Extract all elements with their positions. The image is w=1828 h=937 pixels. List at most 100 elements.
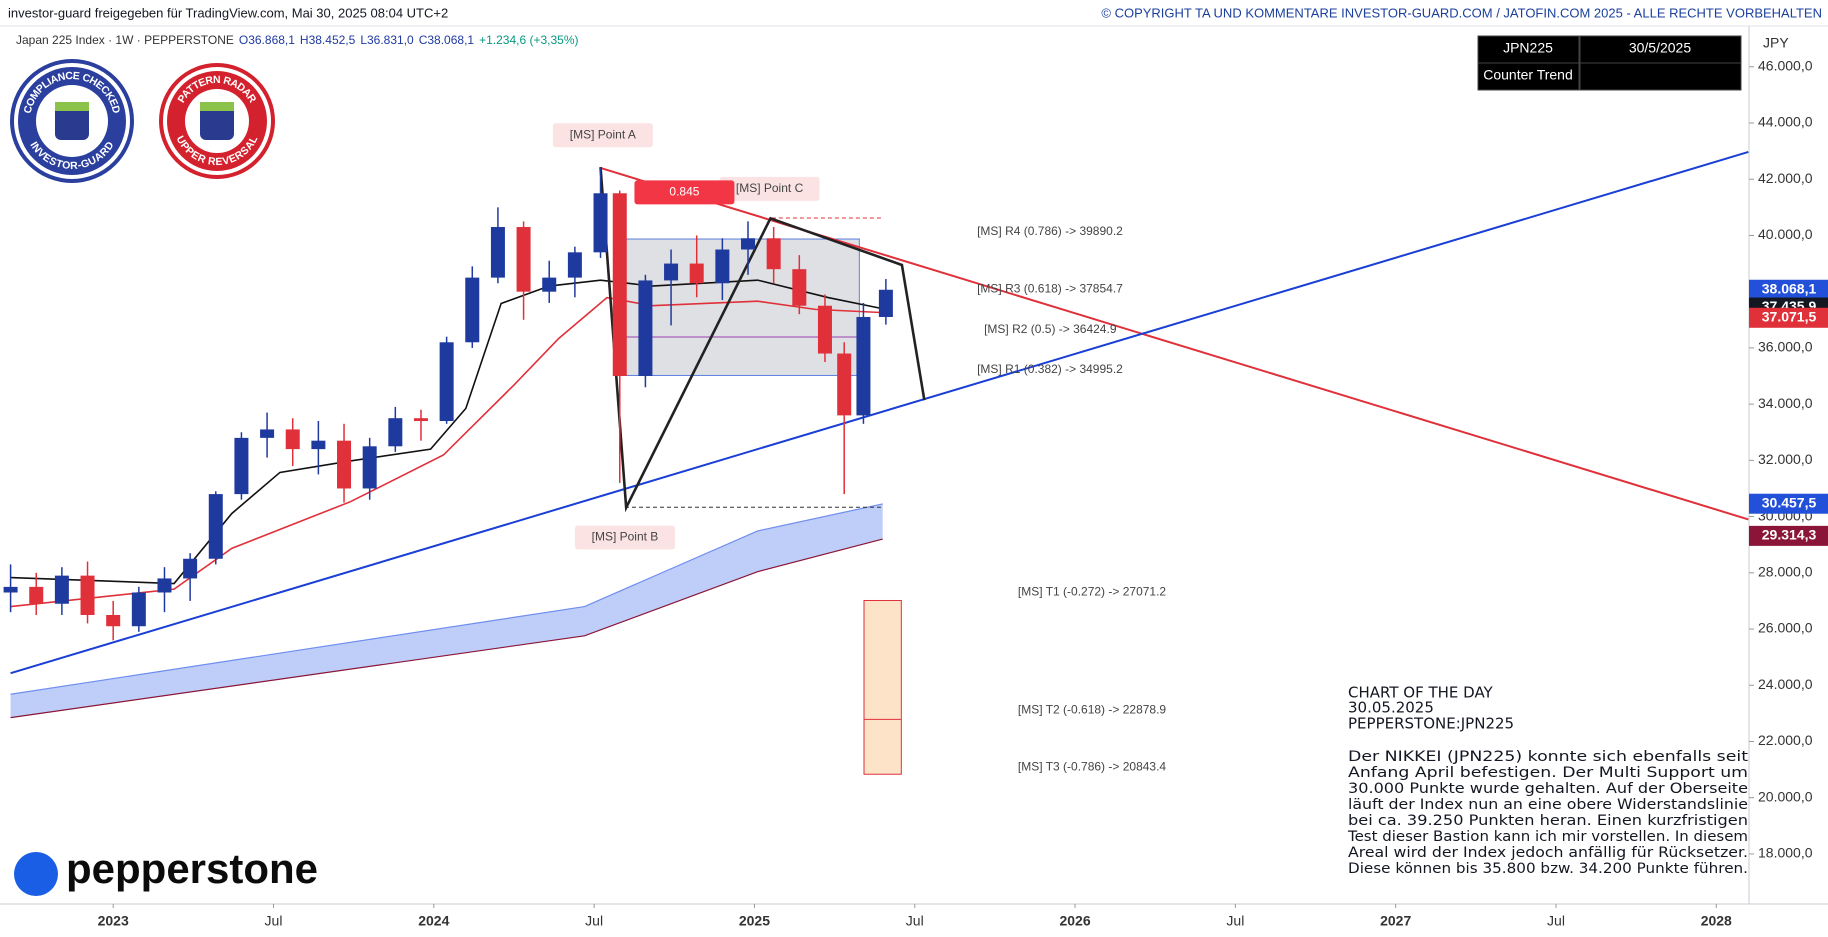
candle-body	[766, 238, 781, 270]
currency: JPY	[1763, 35, 1789, 51]
annotation: [MS] R3 (0.618) -> 37854.7	[977, 281, 1123, 295]
x-tick-label: 2027	[1380, 913, 1411, 929]
point-box	[552, 123, 653, 148]
candle-body	[131, 592, 146, 627]
candle-body	[285, 429, 300, 450]
price-badge-label: 29.314,3	[1762, 527, 1817, 543]
y-tick-label: 42.000,0	[1758, 170, 1813, 186]
candle-body	[388, 418, 403, 447]
candle-body	[638, 280, 653, 377]
annotation: [MS] T2 (-0.618) -> 22878.9	[1018, 702, 1167, 716]
candle-body	[792, 269, 807, 306]
y-tick-label: 46.000,0	[1758, 57, 1813, 73]
block-line: Der NIKKEI (JPN225) konnte sich ebenfall…	[1348, 749, 1748, 765]
table-text: Counter Trend	[1483, 67, 1573, 83]
x-tick-label: Jul	[1226, 913, 1244, 929]
candle-body	[567, 252, 582, 278]
block-symbol: PEPPERSTONE:JPN225	[1348, 715, 1514, 733]
block-date: 30.05.2025	[1348, 699, 1434, 717]
x-tick-label: Jul	[1547, 913, 1565, 929]
band-area	[10, 503, 883, 718]
price-badge	[1749, 525, 1828, 546]
logo-mark	[14, 852, 58, 896]
candle-body	[80, 575, 95, 615]
candle-body	[817, 305, 832, 354]
candle-body	[29, 586, 44, 604]
x-tick-label: 2026	[1059, 913, 1090, 929]
candle-body	[516, 227, 531, 292]
badge-icon	[200, 102, 234, 140]
logo: pepperstone	[66, 845, 318, 892]
legend: Japan 225 Index · 1W · PEPPERSTONE O36.86…	[16, 33, 579, 47]
candle-body	[856, 316, 871, 416]
candle-body	[715, 249, 730, 284]
annotation: [MS] T1 (-0.272) -> 27071.2	[1018, 584, 1167, 598]
candle-body	[3, 586, 18, 593]
legend-close: C38.068,1	[419, 33, 475, 47]
y-tick-label: 24.000,0	[1758, 676, 1813, 692]
candle-body	[337, 440, 352, 489]
y-tick-label: 40.000,0	[1758, 226, 1813, 242]
candle-body	[664, 263, 679, 281]
x-tick-label: Jul	[585, 913, 603, 929]
candle-body	[593, 193, 608, 253]
block-line: Anfang April befestigen. Der Multi Suppo…	[1348, 765, 1748, 781]
annotation: [MS] R1 (0.382) -> 34995.2	[977, 362, 1123, 376]
price-badge	[1749, 307, 1828, 328]
block-line: 30.000 Punkte wurde gehalten. Auf der Ob…	[1348, 781, 1748, 797]
block-line: Diese können bis 35.800 bzw. 34.200 Punk…	[1348, 861, 1748, 877]
y-tick-label: 36.000,0	[1758, 339, 1813, 355]
x-tick-label: 2025	[739, 913, 770, 929]
candle-body	[689, 263, 704, 284]
x-tick-label: 2023	[98, 913, 129, 929]
annotation: [MS] Point A	[570, 127, 636, 141]
x-tick-label: 2024	[418, 913, 449, 929]
header-right: © COPYRIGHT TA UND KOMMENTARE INVESTOR-G…	[1101, 5, 1822, 20]
annotation: [MS] R2 (0.5) -> 36424.9	[984, 322, 1117, 336]
y-tick-label: 18.000,0	[1758, 845, 1813, 861]
x-tick-label: Jul	[906, 913, 924, 929]
legend-high: H38.452,5	[300, 33, 356, 47]
trendline	[599, 167, 926, 513]
legend-low: L36.831,0	[360, 33, 414, 47]
plot: [MS] Point A [MS] Point B [MS] Point C 0.84…	[3, 123, 1749, 775]
table-text: JPN225	[1503, 40, 1553, 56]
candle-body	[741, 238, 756, 250]
y-tick-label: 22.000,0	[1758, 732, 1813, 748]
header-left: investor-guard freigegeben für TradingVi…	[8, 5, 448, 20]
candle-body	[490, 227, 505, 278]
y-tick-label: 32.000,0	[1758, 451, 1813, 467]
annotation: [MS] R4 (0.786) -> 39890.2	[977, 224, 1123, 238]
table-cell	[1579, 62, 1742, 91]
block-line: Test dieser Bastion kann ich mir vorstel…	[1347, 829, 1748, 845]
candle-body	[260, 429, 275, 438]
candle-body	[234, 437, 249, 495]
candle-body	[311, 440, 326, 450]
badge-icon-top	[200, 102, 234, 111]
x-tick-label: Jul	[265, 913, 283, 929]
annotation: [MS] T3 (-0.786) -> 20843.4	[1018, 759, 1167, 773]
badge-icon	[55, 102, 89, 140]
ratio-box	[634, 180, 735, 205]
candle-body	[612, 193, 627, 377]
table-cell	[1477, 35, 1580, 64]
y-tick-label: 44.000,0	[1758, 114, 1813, 130]
band-edge	[10, 538, 883, 719]
candle-body	[106, 614, 121, 627]
candle-body	[878, 289, 893, 317]
annotation: [MS] Point B	[592, 530, 659, 544]
legend-name: Japan 225 Index · 1W · PEPPERSTONE	[16, 33, 234, 47]
point-box	[574, 525, 675, 550]
candle-body	[362, 446, 377, 489]
y-tick-label: 28.000,0	[1758, 564, 1813, 580]
legend-change: +1.234,6 (+3,35%)	[479, 33, 578, 47]
candle-body	[183, 558, 198, 579]
candle-body	[837, 353, 852, 416]
annotation: 0.845	[669, 185, 699, 199]
block-line: läuft der Index nun an eine obere Widers…	[1348, 797, 1748, 813]
candle-body	[208, 494, 223, 559]
y-tick-label: 20.000,0	[1758, 788, 1813, 804]
candle-body	[54, 575, 69, 604]
badge-icon-top	[55, 102, 89, 111]
